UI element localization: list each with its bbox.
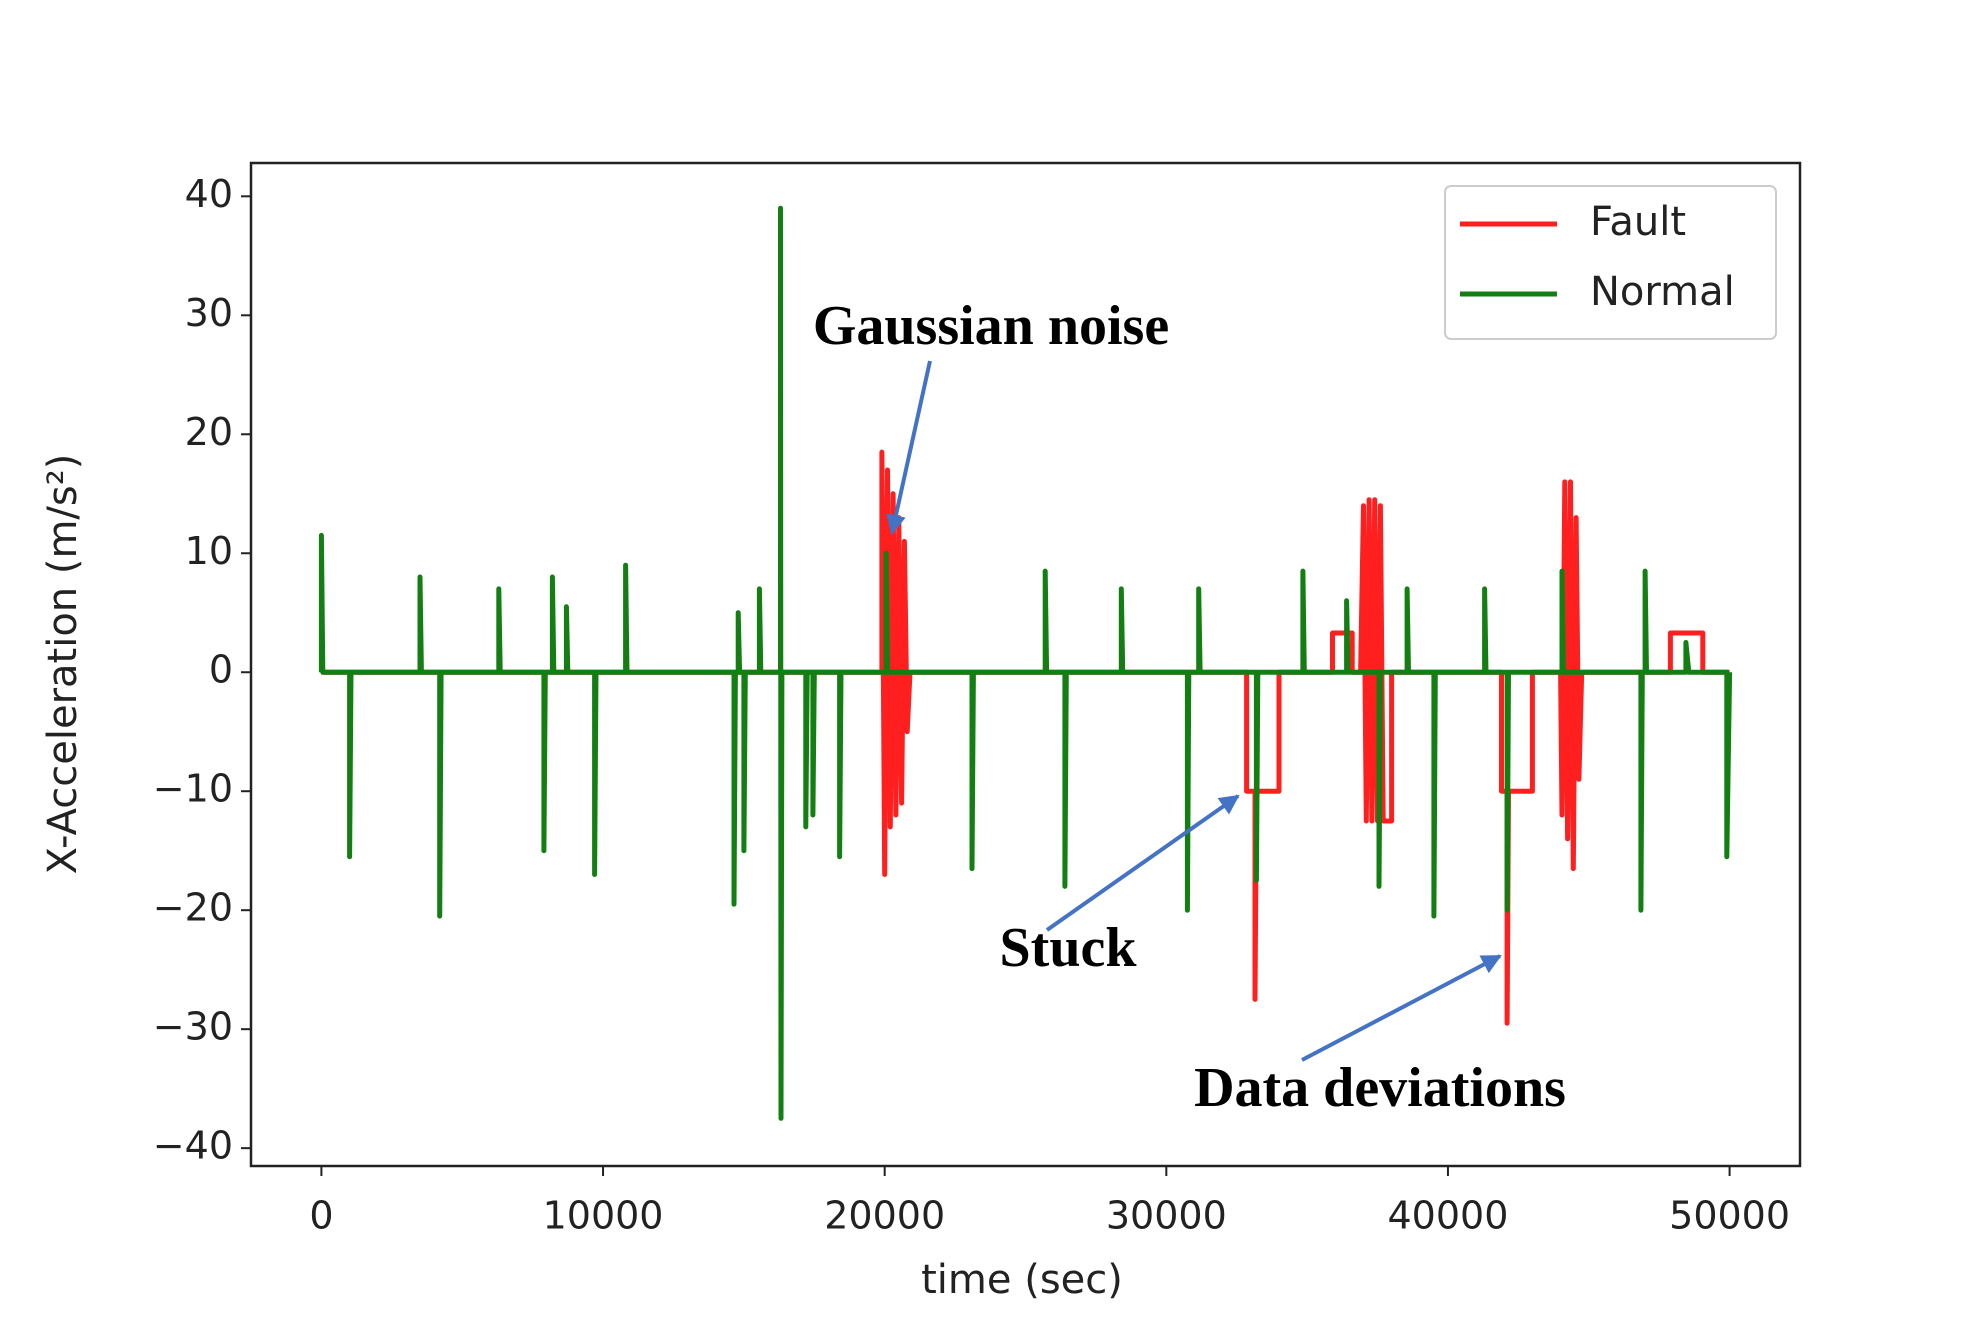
y-tick-label: 30 <box>185 291 233 335</box>
series-line <box>321 449 1730 1026</box>
y-tick-label: −10 <box>153 767 233 811</box>
annotation-arrow <box>886 360 932 535</box>
x-axis-label: time (sec) <box>921 1257 1123 1303</box>
annotation: Stuck <box>1000 917 1138 979</box>
annotation: Data deviations <box>1194 1057 1566 1119</box>
legend-label: Normal <box>1590 269 1735 315</box>
y-tick-label: −20 <box>153 886 233 930</box>
y-tick-label: −40 <box>153 1124 233 1168</box>
series-line <box>318 205 1733 1121</box>
y-axis-label: X-Acceleration (m/s²) <box>40 454 86 875</box>
x-tick-label: 40000 <box>1388 1194 1509 1238</box>
y-tick-label: 10 <box>185 529 233 573</box>
x-tick-label: 20000 <box>824 1194 945 1238</box>
y-tick-label: 40 <box>185 172 233 216</box>
y-tick-label: 0 <box>209 648 233 692</box>
annotation-arrow <box>1045 794 1240 932</box>
y-tick-label: 20 <box>185 410 233 454</box>
x-tick-label: 50000 <box>1669 1194 1790 1238</box>
x-tick-label: 0 <box>309 1194 333 1238</box>
annotation: Gaussian noise <box>813 295 1169 357</box>
plot-frame <box>249 161 1802 1168</box>
x-tick-label: 10000 <box>543 1194 664 1238</box>
x-tick-label: 30000 <box>1106 1194 1227 1238</box>
annotation-arrow <box>1301 954 1502 1062</box>
y-tick-label: −30 <box>153 1005 233 1049</box>
legend-label: Fault <box>1590 199 1686 245</box>
